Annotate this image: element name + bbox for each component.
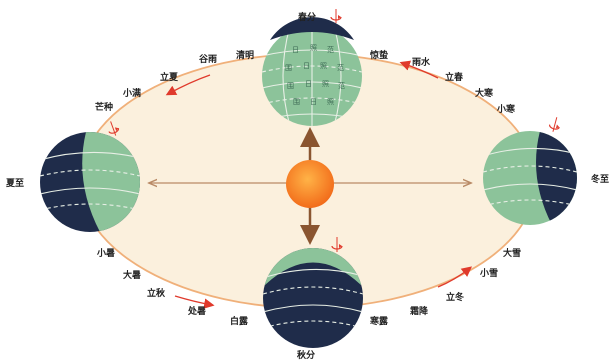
seasonal-arrow-lower-right xyxy=(437,266,473,288)
term-xiaohan: 小寒 xyxy=(496,103,516,115)
svg-text:照: 照 xyxy=(320,62,327,70)
term-chushu: 处暑 xyxy=(187,305,206,317)
globe-winter-solstice xyxy=(483,131,577,225)
svg-text:围: 围 xyxy=(285,64,292,72)
svg-text:范: 范 xyxy=(338,81,345,90)
svg-text:日: 日 xyxy=(305,80,312,88)
label-summer-solstice: 夏至 xyxy=(5,178,24,189)
term-xiaoman: 小满 xyxy=(122,87,141,99)
term-xiaoshu: 小暑 xyxy=(96,247,115,259)
globe-spring-equinox: 日照范 围日照范 围日照范 围日照 xyxy=(262,17,362,126)
svg-text:照: 照 xyxy=(327,98,334,106)
rotation-arrow-icon xyxy=(108,121,120,136)
seasonal-arrow-upper-right xyxy=(399,60,439,79)
svg-text:范: 范 xyxy=(327,45,334,54)
term-bailu: 白露 xyxy=(230,315,249,327)
term-guyu: 谷雨 xyxy=(199,53,217,65)
svg-text:围: 围 xyxy=(293,98,300,106)
rotation-arrow-icon xyxy=(549,117,560,132)
svg-text:日: 日 xyxy=(310,98,317,106)
seasonal-arrow-lower-left xyxy=(174,295,215,309)
svg-text:照: 照 xyxy=(310,44,317,52)
label-spring-equinox: 春分 xyxy=(297,11,316,23)
term-shuangjiang: 霜降 xyxy=(409,305,429,317)
term-lichun: 立春 xyxy=(445,71,464,83)
term-liqiu: 立秋 xyxy=(147,287,166,299)
svg-text:范: 范 xyxy=(337,63,344,72)
rotation-arrow-icon xyxy=(331,237,343,252)
rotation-arrow-icon xyxy=(330,9,342,23)
term-dahan: 大寒 xyxy=(475,87,494,99)
term-lixia: 立夏 xyxy=(160,71,179,83)
svg-text:照: 照 xyxy=(322,80,329,88)
term-daxue: 大雪 xyxy=(503,247,521,259)
term-xiaoxue: 小雪 xyxy=(479,267,498,279)
seasonal-arrow-upper-left xyxy=(165,74,211,96)
label-autumn-equinox: 秋分 xyxy=(296,349,315,361)
term-yushui: 雨水 xyxy=(412,56,431,68)
svg-text:日: 日 xyxy=(292,46,299,54)
svg-text:日: 日 xyxy=(303,62,310,70)
globe-summer-solstice xyxy=(40,132,140,232)
term-mangzhong: 芒种 xyxy=(95,101,113,113)
term-hanlu: 寒露 xyxy=(369,315,389,327)
term-jingzhe: 惊蛰 xyxy=(370,49,388,61)
label-winter-solstice: 冬至 xyxy=(591,173,609,185)
sun-icon xyxy=(286,160,334,208)
term-dashu: 大暑 xyxy=(123,269,141,281)
svg-text:围: 围 xyxy=(287,82,294,90)
term-lidong: 立冬 xyxy=(446,291,465,303)
term-qingming: 清明 xyxy=(236,49,254,61)
globe-autumn-equinox xyxy=(263,248,363,348)
